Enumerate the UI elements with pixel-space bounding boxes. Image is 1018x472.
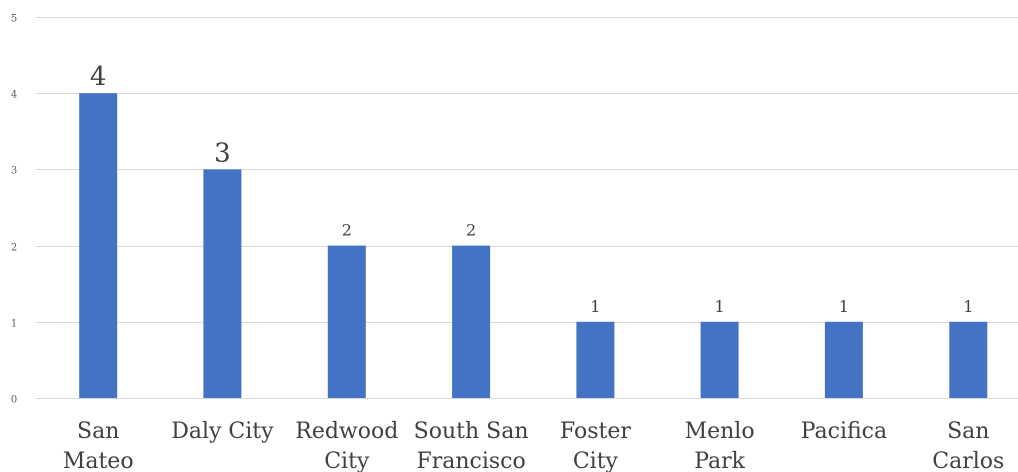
x-tick-label-line: San (947, 419, 989, 444)
x-tick-label-line: South San (414, 419, 529, 444)
data-label: 1 (590, 297, 600, 316)
x-tick-label-line: Carlos (932, 449, 1004, 472)
y-tick-label: 5 (11, 14, 17, 25)
data-label: 1 (715, 297, 725, 316)
y-tick-label: 4 (11, 90, 17, 101)
bar (824, 321, 863, 398)
x-tick-label-line: Mateo (63, 449, 134, 472)
x-tick-label-line: Pacifica (801, 419, 887, 444)
data-label: 2 (342, 221, 352, 240)
x-tick-label: Pacifica (801, 419, 887, 444)
bar (576, 321, 615, 398)
x-tick-label: Foster City (560, 419, 631, 472)
y-axis-ticks: 0 1 2 3 4 5 (11, 14, 17, 406)
data-label: 4 (90, 62, 107, 92)
bar (203, 169, 242, 398)
y-tick-label: 1 (11, 319, 17, 330)
y-tick-label: 0 (11, 395, 17, 406)
gridlines (36, 17, 1018, 399)
data-label: 2 (466, 221, 476, 240)
x-tick-label: San Carlos (932, 419, 1004, 472)
x-tick-label-line: Park (694, 449, 745, 472)
data-label: 1 (963, 297, 973, 316)
x-tick-label: South San Francisco (414, 419, 529, 472)
data-label: 3 (214, 138, 231, 168)
x-tick-label-line: San (77, 419, 119, 444)
data-labels: 4 3 2 2 1 1 1 1 (90, 62, 973, 316)
bars (79, 93, 988, 398)
bar (452, 245, 491, 398)
bar (949, 321, 988, 398)
x-tick-label: Menlo Park (685, 419, 755, 472)
x-tick-label-line: City (324, 449, 370, 472)
y-tick-label: 3 (11, 166, 17, 177)
x-tick-label: Redwood City (295, 419, 398, 472)
x-tick-label-line: Redwood (295, 419, 398, 444)
x-axis-ticks: San Mateo Daly City Redwood City South San Fra… (63, 419, 1004, 472)
y-tick-label: 2 (11, 243, 17, 254)
bar (327, 245, 366, 398)
bar (700, 321, 739, 398)
bar (79, 93, 118, 398)
x-tick-label-line: Foster (560, 419, 631, 444)
data-label: 1 (839, 297, 849, 316)
x-tick-label-line: Francisco (416, 449, 525, 472)
x-tick-label-line: Daly City (171, 419, 274, 444)
x-tick-label: San Mateo (63, 419, 134, 472)
x-tick-label-line: City (573, 449, 619, 472)
x-tick-label: Daly City (171, 419, 274, 444)
x-tick-label-line: Menlo (685, 419, 755, 444)
